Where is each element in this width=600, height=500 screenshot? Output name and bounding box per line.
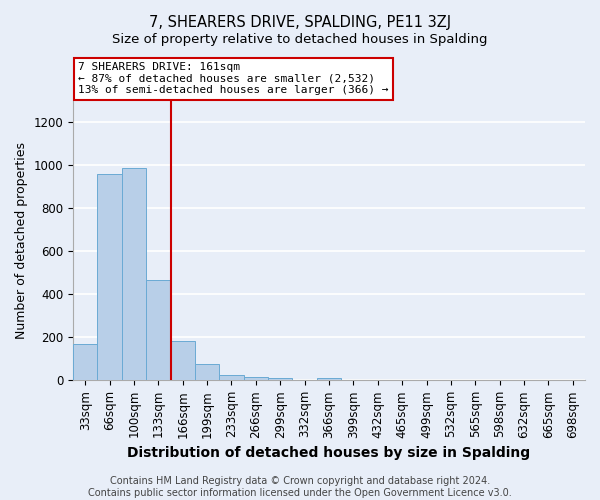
Bar [170, 340, 195, 380]
Bar [268, 378, 292, 380]
Bar [220, 375, 244, 380]
Bar [97, 174, 122, 380]
Bar [195, 364, 220, 380]
Bar [317, 378, 341, 380]
Text: Contains HM Land Registry data © Crown copyright and database right 2024.
Contai: Contains HM Land Registry data © Crown c… [88, 476, 512, 498]
X-axis label: Distribution of detached houses by size in Spalding: Distribution of detached houses by size … [127, 446, 530, 460]
Text: 7, SHEARERS DRIVE, SPALDING, PE11 3ZJ: 7, SHEARERS DRIVE, SPALDING, PE11 3ZJ [149, 15, 451, 30]
Bar [122, 168, 146, 380]
Bar [73, 344, 97, 381]
Bar [244, 377, 268, 380]
Bar [146, 280, 170, 380]
Text: Size of property relative to detached houses in Spalding: Size of property relative to detached ho… [112, 32, 488, 46]
Y-axis label: Number of detached properties: Number of detached properties [15, 142, 28, 339]
Text: 7 SHEARERS DRIVE: 161sqm
← 87% of detached houses are smaller (2,532)
13% of sem: 7 SHEARERS DRIVE: 161sqm ← 87% of detach… [78, 62, 389, 96]
